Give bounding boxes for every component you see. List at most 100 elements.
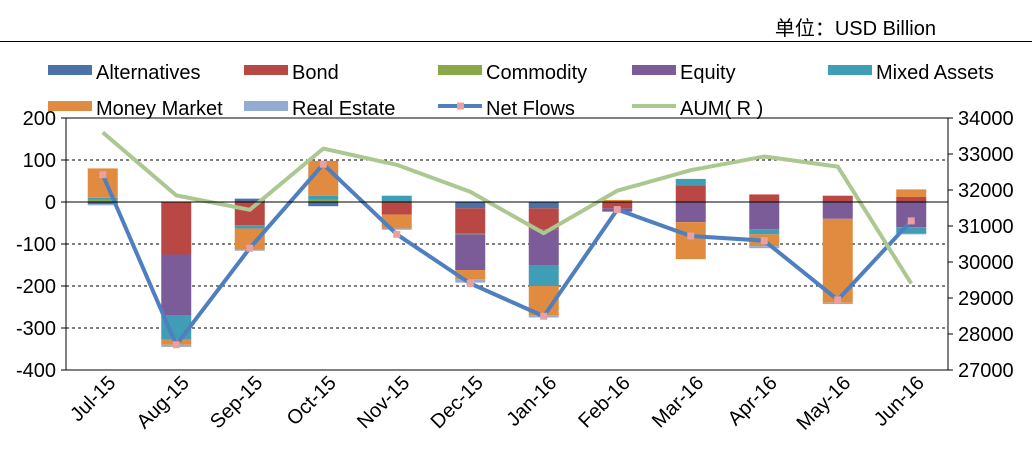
legend-label: Mixed Assets (876, 62, 994, 84)
y-tick-label: -200 (16, 276, 56, 298)
bar-commodity-oct-15 (308, 199, 339, 202)
legend-swatch (828, 65, 872, 75)
bar-bond-apr-16 (749, 194, 780, 202)
legend-item-real-estate: Real Estate (244, 98, 395, 120)
bar-bond-jun-16 (896, 196, 927, 202)
bar-mixed-assets-nov-15 (381, 195, 412, 202)
bar-mixed-assets-jun-16 (896, 227, 927, 234)
legend-label: Real Estate (292, 98, 395, 120)
legend-label: AUM( R ) (680, 98, 763, 120)
marker-net-flows-jan-16 (540, 312, 548, 320)
header-divider (0, 41, 1032, 42)
legend-swatch (632, 65, 676, 75)
marker-net-flows-mar-16 (687, 232, 695, 240)
gridlines (66, 117, 948, 371)
bar-money-market-jun-16 (896, 189, 927, 197)
marker-net-flows-oct-15 (319, 160, 327, 168)
bar-money-market-dec-15 (455, 270, 486, 280)
bar-equity-mar-16 (675, 202, 706, 223)
y-tick-label: 0 (45, 192, 56, 214)
marker-net-flows-jul-15 (99, 171, 107, 179)
legend-label: Alternatives (96, 62, 201, 84)
x-tick-label: Dec-15 (427, 372, 488, 433)
legend-item-bond: Bond (244, 62, 339, 84)
x-tick-label: Jul-15 (66, 372, 120, 426)
y-tick-label: -300 (16, 318, 56, 340)
y2-tick-label: 31000 (958, 216, 1014, 238)
legend: Alternatives Bond Commodity Equity Mixed Ass… (48, 62, 994, 120)
bar-mixed-assets-jan-16 (528, 265, 559, 286)
line-aum-r (101, 130, 913, 285)
x-tick-label: Apr-16 (724, 372, 782, 430)
legend-swatch (48, 65, 92, 75)
marker-net-flows-apr-16 (760, 237, 768, 245)
y2-tick-label: 32000 (958, 180, 1014, 202)
bar-money-market-mar-16 (675, 222, 706, 260)
marker-net-flows-sep-15 (246, 244, 254, 252)
bar-real-estate-nov-15 (381, 228, 412, 230)
legend-item-alternatives: Alternatives (48, 62, 201, 84)
y-tick-label: 200 (23, 108, 56, 130)
unit-label: 单位：USD Billion (774, 18, 936, 40)
bar-bond-may-16 (822, 195, 853, 202)
marker-net-flows-nov-15 (393, 230, 401, 238)
x-tick-label: Aug-15 (133, 372, 194, 433)
bar-bond-jan-16 (528, 208, 559, 230)
y2-tick-label: 29000 (958, 288, 1014, 310)
legend-swatch (244, 65, 288, 75)
bar-alternatives-jul-15 (87, 202, 118, 205)
bar-bond-aug-15 (161, 202, 192, 255)
marker-net-flows-dec-15 (466, 279, 474, 287)
x-tick-label: May-16 (793, 372, 856, 435)
y-tick-label: -400 (16, 360, 56, 382)
y-tick-label: -100 (16, 234, 56, 256)
legend-label: Money Market (96, 98, 223, 120)
bar-alternatives-oct-15 (308, 202, 339, 207)
bar-money-market-feb-16 (602, 199, 633, 202)
bar-equity-dec-15 (455, 234, 486, 271)
legend-item-net-flows: Net Flows (438, 98, 575, 120)
y2-tick-label: 27000 (958, 360, 1014, 382)
y2-tick-label: 33000 (958, 144, 1014, 166)
y2-tick-label: 34000 (958, 108, 1014, 130)
bar-real-estate-jul-15 (87, 204, 118, 206)
bar-mixed-assets-oct-15 (308, 195, 339, 200)
bar-mixed-assets-mar-16 (675, 178, 706, 186)
bar-mixed-assets-apr-16 (749, 229, 780, 235)
legend-swatch (244, 101, 288, 111)
bar-equity-may-16 (822, 202, 853, 219)
bar-real-estate-may-16 (822, 302, 853, 305)
bar-real-estate-jun-16 (896, 233, 927, 235)
legend-item-aum-r: AUM( R ) (632, 98, 763, 120)
bar-real-estate-apr-16 (749, 246, 780, 249)
bars (87, 160, 927, 347)
x-tick-label: Feb-16 (574, 372, 634, 432)
bar-mixed-assets-jul-15 (87, 197, 118, 200)
legend-label: Equity (680, 62, 736, 84)
legend-item-mixed-assets: Mixed Assets (828, 62, 994, 84)
bar-bond-nov-15 (381, 202, 412, 215)
marker-net-flows-feb-16 (613, 206, 621, 214)
y2-tick-label: 30000 (958, 252, 1014, 274)
bar-alternatives-sep-15 (234, 198, 265, 202)
legend-item-commodity: Commodity (438, 62, 587, 84)
x-tick-label: Jun-16 (870, 372, 929, 431)
x-tick-label: Sep-15 (206, 372, 267, 433)
x-tick-label: Nov-15 (353, 372, 414, 433)
bar-equity-aug-15 (161, 254, 192, 316)
bar-bond-dec-15 (455, 208, 486, 234)
x-tick-label: Jan-16 (502, 372, 561, 431)
bar-commodity-jul-15 (87, 199, 118, 202)
bar-alternatives-jan-16 (528, 202, 559, 209)
bar-equity-apr-16 (749, 202, 780, 230)
legend-swatch (438, 65, 482, 75)
x-tick-label: Oct-15 (283, 372, 341, 430)
legend-item-money-market: Money Market (48, 98, 223, 120)
legend-marker (457, 102, 464, 110)
bar-bond-feb-16 (602, 202, 633, 209)
lines (99, 130, 915, 349)
y-tick-label: 100 (23, 150, 56, 172)
legend-item-equity: Equity (632, 62, 736, 84)
legend-swatch (48, 101, 92, 111)
